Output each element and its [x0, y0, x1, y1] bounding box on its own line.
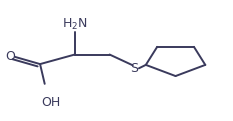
Text: H$_2$N: H$_2$N [62, 17, 88, 32]
Text: S: S [130, 62, 138, 75]
Text: OH: OH [41, 96, 61, 110]
Text: O: O [5, 50, 15, 63]
